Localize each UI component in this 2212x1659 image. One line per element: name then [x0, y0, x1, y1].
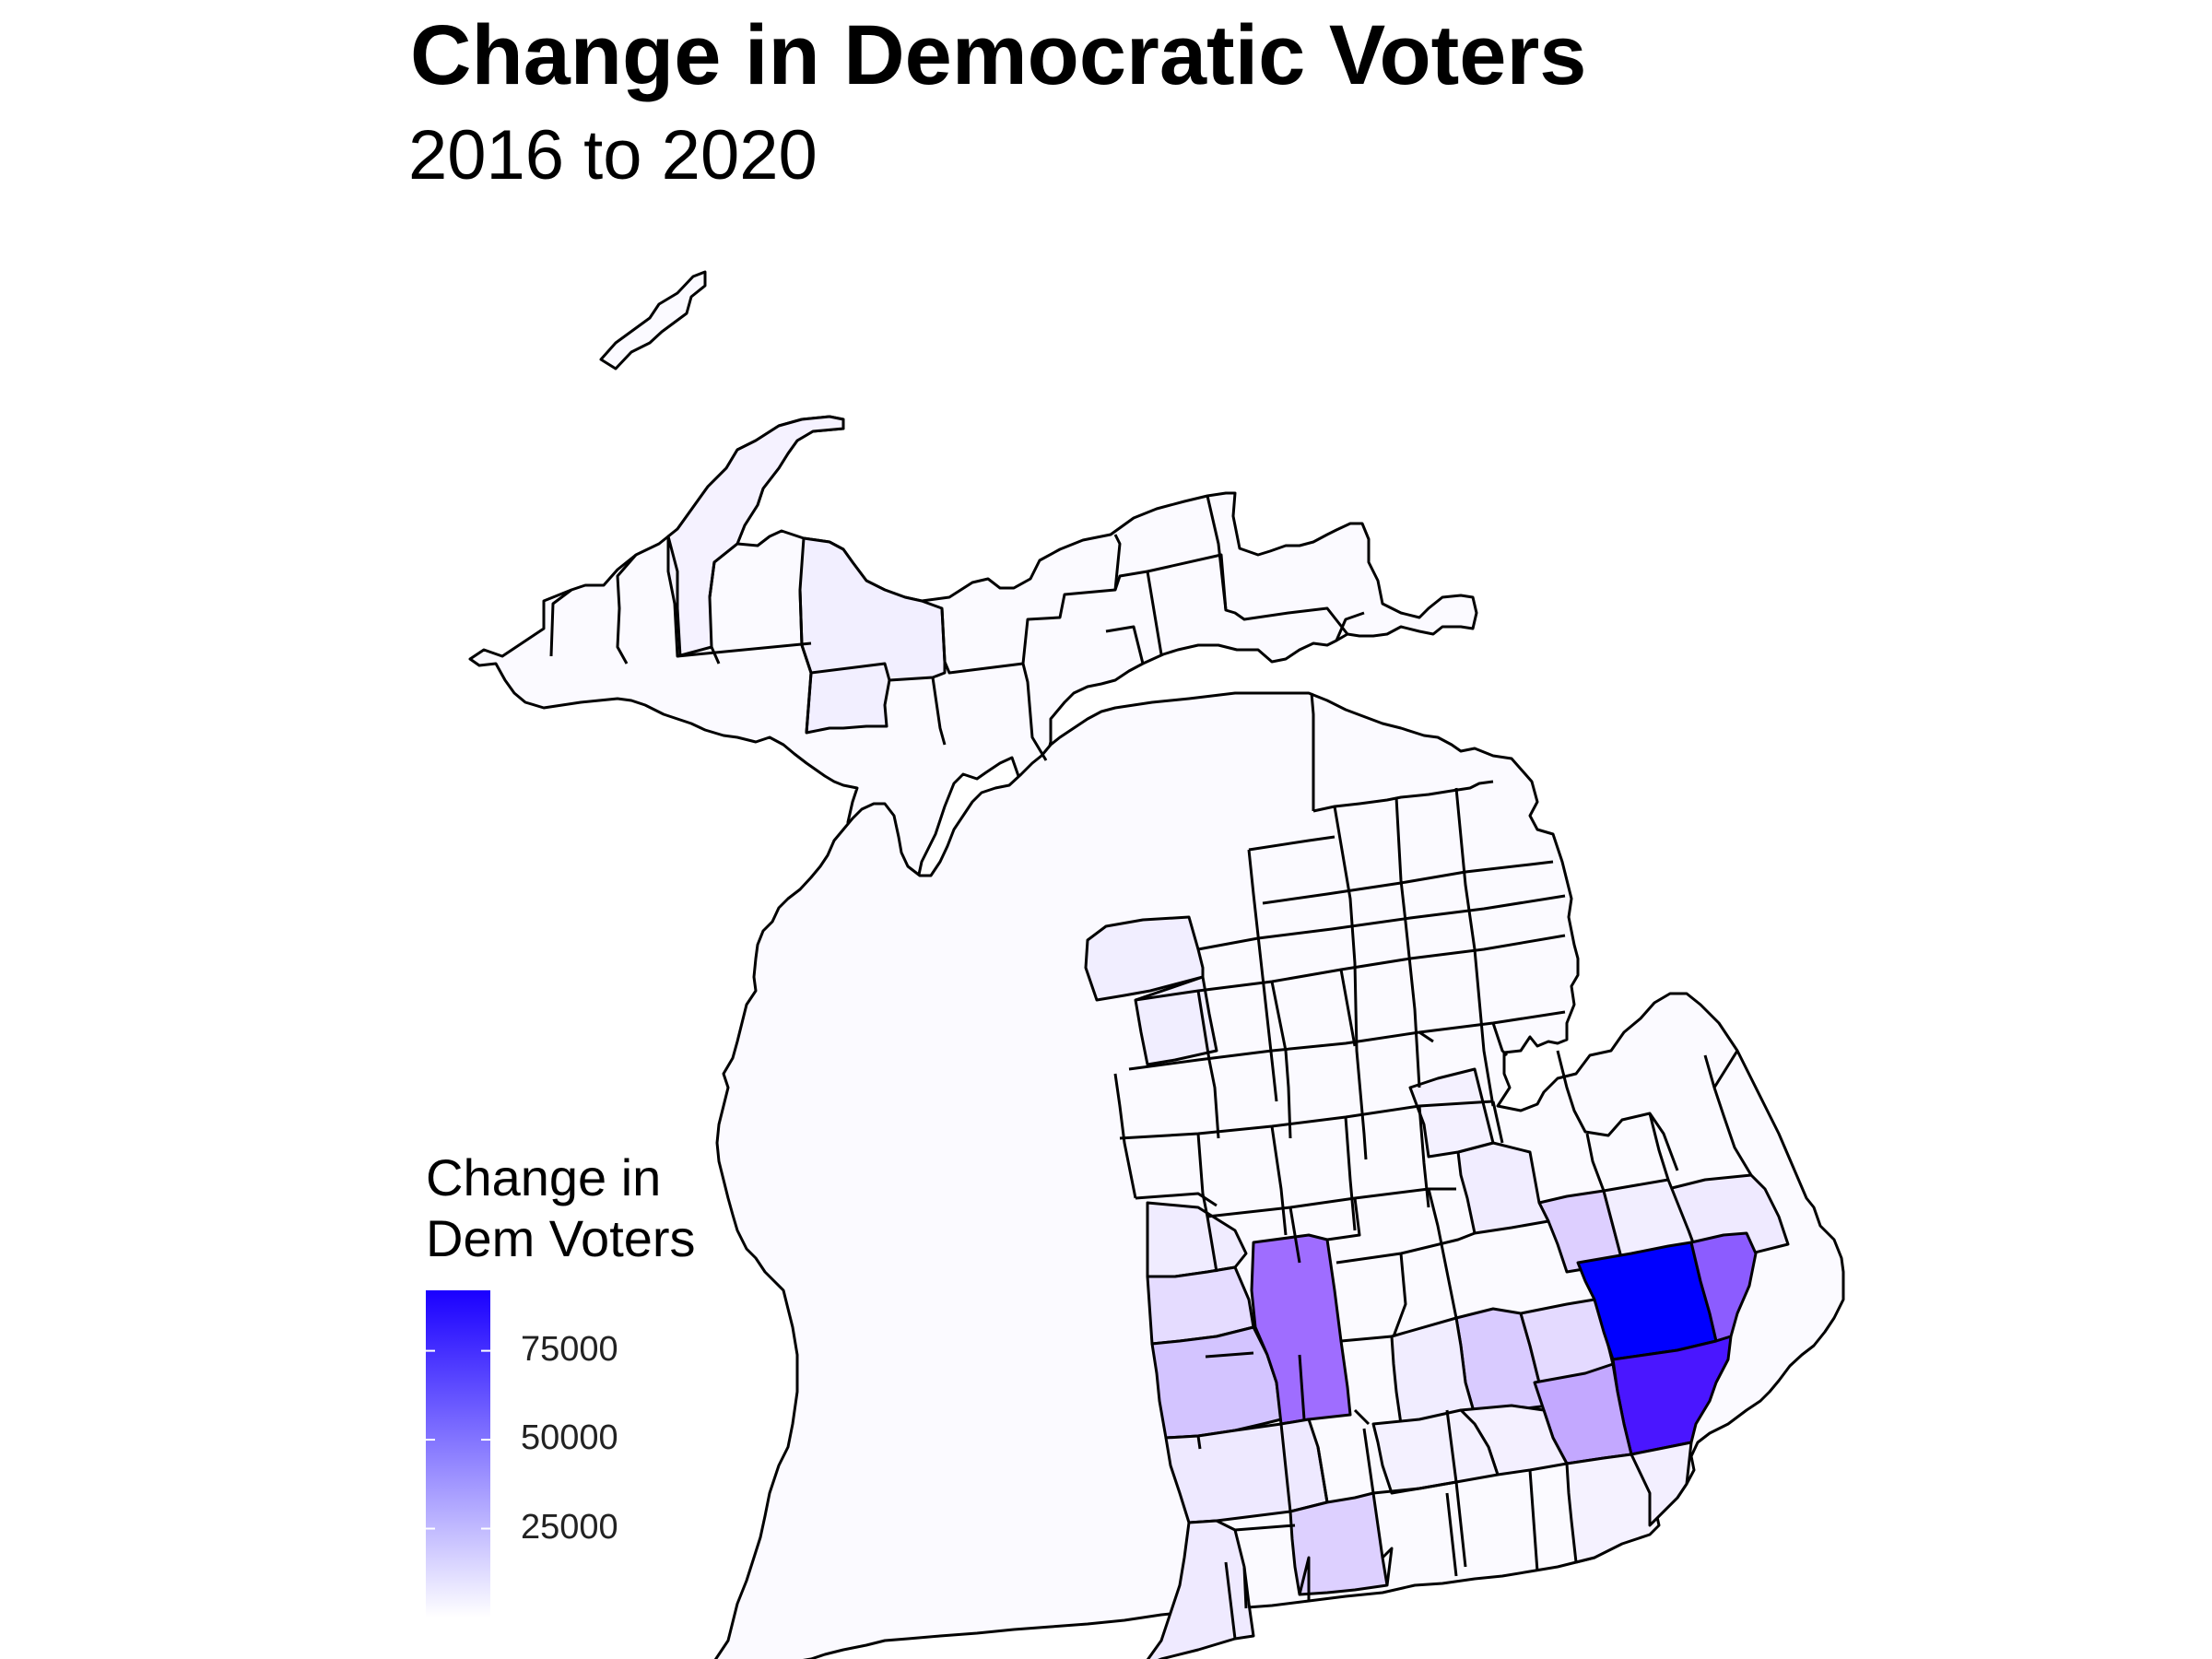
county-bay[interactable] — [1408, 1067, 1495, 1159]
legend-title: Change in Dem Voters — [426, 1147, 813, 1269]
county-lenawee[interactable] — [1565, 1453, 1661, 1564]
county-kent[interactable] — [1250, 1233, 1352, 1426]
lower-peninsula — [713, 691, 1845, 1659]
county-saginaw[interactable] — [1456, 1141, 1550, 1235]
county-houghton[interactable] — [666, 415, 845, 658]
county-manistee[interactable] — [1134, 975, 1218, 1066]
legend-colorbar — [426, 1290, 490, 1618]
county-grand-traverse[interactable] — [1084, 915, 1205, 1002]
county-calhoun[interactable] — [1371, 1408, 1500, 1495]
county-macomb[interactable] — [1689, 1231, 1758, 1343]
legend-title-line-2: Dem Voters — [426, 1209, 696, 1267]
county-borders — [549, 495, 1753, 1640]
legend-title-line-1: Change in — [426, 1148, 662, 1206]
county-isle-royale[interactable] — [599, 270, 707, 371]
legend-tick-label: 75000 — [521, 1329, 618, 1369]
legend-tick-label: 25000 — [521, 1507, 618, 1547]
county-ottawa[interactable] — [1150, 1325, 1283, 1440]
map-title: Change in Democratic Voters — [410, 8, 1587, 102]
legend-ticks — [426, 1349, 490, 1530]
legend-tick-label: 50000 — [521, 1418, 618, 1458]
county-berrien[interactable] — [1143, 1519, 1255, 1659]
map-subtitle: 2016 to 2020 — [408, 116, 818, 194]
county-kalamazoo[interactable] — [1288, 1491, 1389, 1596]
county-monroe[interactable] — [1630, 1441, 1693, 1527]
